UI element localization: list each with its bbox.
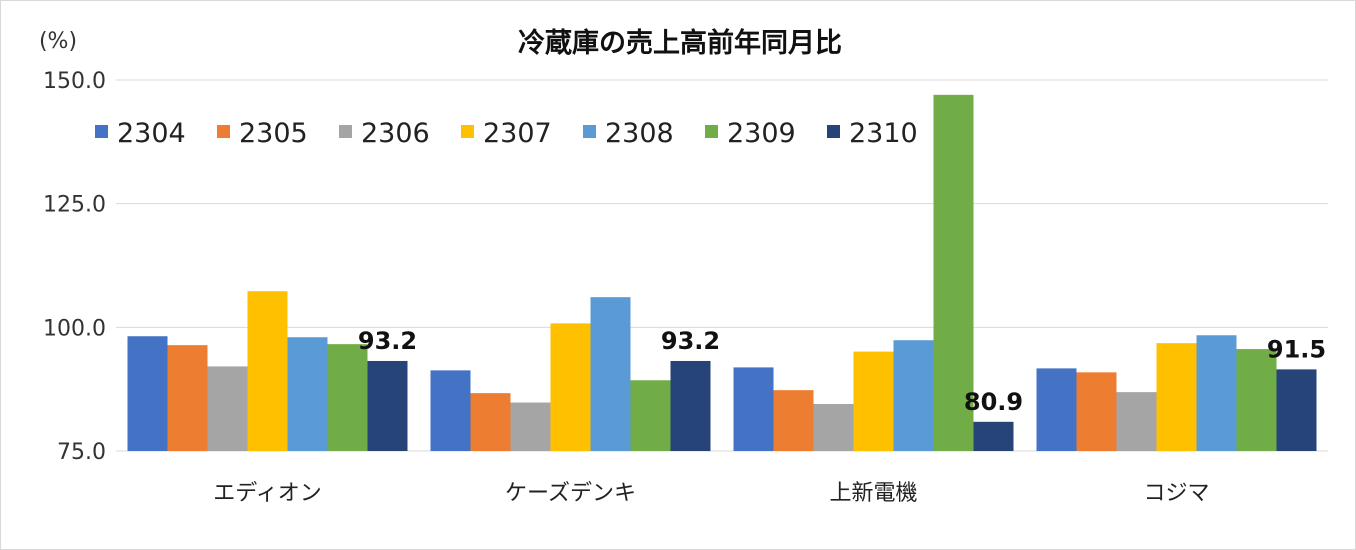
y-tick-label: 125.0	[43, 193, 106, 218]
legend-item-2310: 2310	[827, 118, 918, 149]
bar-2305-3	[1076, 372, 1117, 451]
bar-2304-2	[733, 367, 774, 451]
x-tick-label: エディオン	[213, 481, 321, 506]
legend-item-2304: 2304	[95, 118, 186, 149]
bar-2306-1	[510, 402, 551, 451]
bar-2310-2	[973, 421, 1014, 451]
bar-2308-3	[1196, 335, 1237, 451]
legend-label: 2308	[605, 118, 674, 149]
legend-item-2307: 2307	[461, 118, 552, 149]
legend-swatch	[583, 125, 596, 138]
bar-2310-0	[367, 360, 408, 451]
bar-2309-2	[933, 94, 974, 451]
bar-2310-3	[1276, 369, 1317, 451]
x-tick-label: コジマ	[1143, 481, 1209, 506]
legend-item-2306: 2306	[339, 118, 430, 149]
bar-2304-1	[430, 370, 471, 451]
bar-2305-2	[773, 390, 814, 451]
legend-swatch	[827, 125, 840, 138]
bar-2309-0	[327, 344, 368, 451]
bar-2308-2	[893, 340, 934, 451]
x-tick-label: 上新電機	[829, 481, 917, 506]
legend-label: 2309	[727, 118, 796, 149]
legend-label: 2304	[117, 118, 186, 149]
legend-swatch	[461, 125, 474, 138]
legend-swatch	[705, 125, 718, 138]
y-tick-label: 75.0	[57, 440, 106, 465]
bar-2308-0	[287, 337, 328, 451]
legend-label: 2307	[483, 118, 552, 149]
bar-2305-0	[167, 345, 208, 451]
bar-2308-1	[590, 297, 631, 451]
legend-swatch	[95, 125, 108, 138]
bar-2306-3	[1116, 392, 1157, 451]
bar-2309-3	[1236, 349, 1277, 451]
data-label: 93.2	[358, 327, 417, 355]
bar-2306-2	[813, 404, 854, 451]
legend-item-2308: 2308	[583, 118, 674, 149]
y-axis-label: (%)	[39, 29, 77, 54]
legend-swatch	[339, 125, 352, 138]
y-tick-label: 100.0	[43, 316, 106, 341]
legend-label: 2305	[239, 118, 308, 149]
data-label: 93.2	[661, 327, 720, 355]
legend-item-2305: 2305	[217, 118, 308, 149]
y-tick-label: 150.0	[43, 69, 106, 94]
data-label: 91.5	[1267, 335, 1326, 363]
bar-2304-3	[1036, 368, 1077, 451]
legend-swatch	[217, 125, 230, 138]
bar-2307-3	[1156, 343, 1197, 451]
bar-2309-1	[630, 380, 671, 451]
data-label: 80.9	[964, 388, 1023, 416]
legend-item-2309: 2309	[705, 118, 796, 149]
bar-2310-1	[670, 360, 711, 451]
chart-title: 冷蔵庫の売上高前年同月比	[518, 27, 842, 59]
bar-2305-1	[470, 393, 511, 451]
legend-label: 2310	[849, 118, 918, 149]
bar-2306-0	[207, 366, 248, 451]
bar-2307-2	[853, 351, 894, 451]
bar-2304-0	[127, 336, 168, 451]
legend-label: 2306	[361, 118, 430, 149]
bar-2307-0	[247, 291, 288, 451]
x-tick-label: ケーズデンキ	[505, 481, 636, 506]
bar-2307-1	[550, 323, 591, 451]
